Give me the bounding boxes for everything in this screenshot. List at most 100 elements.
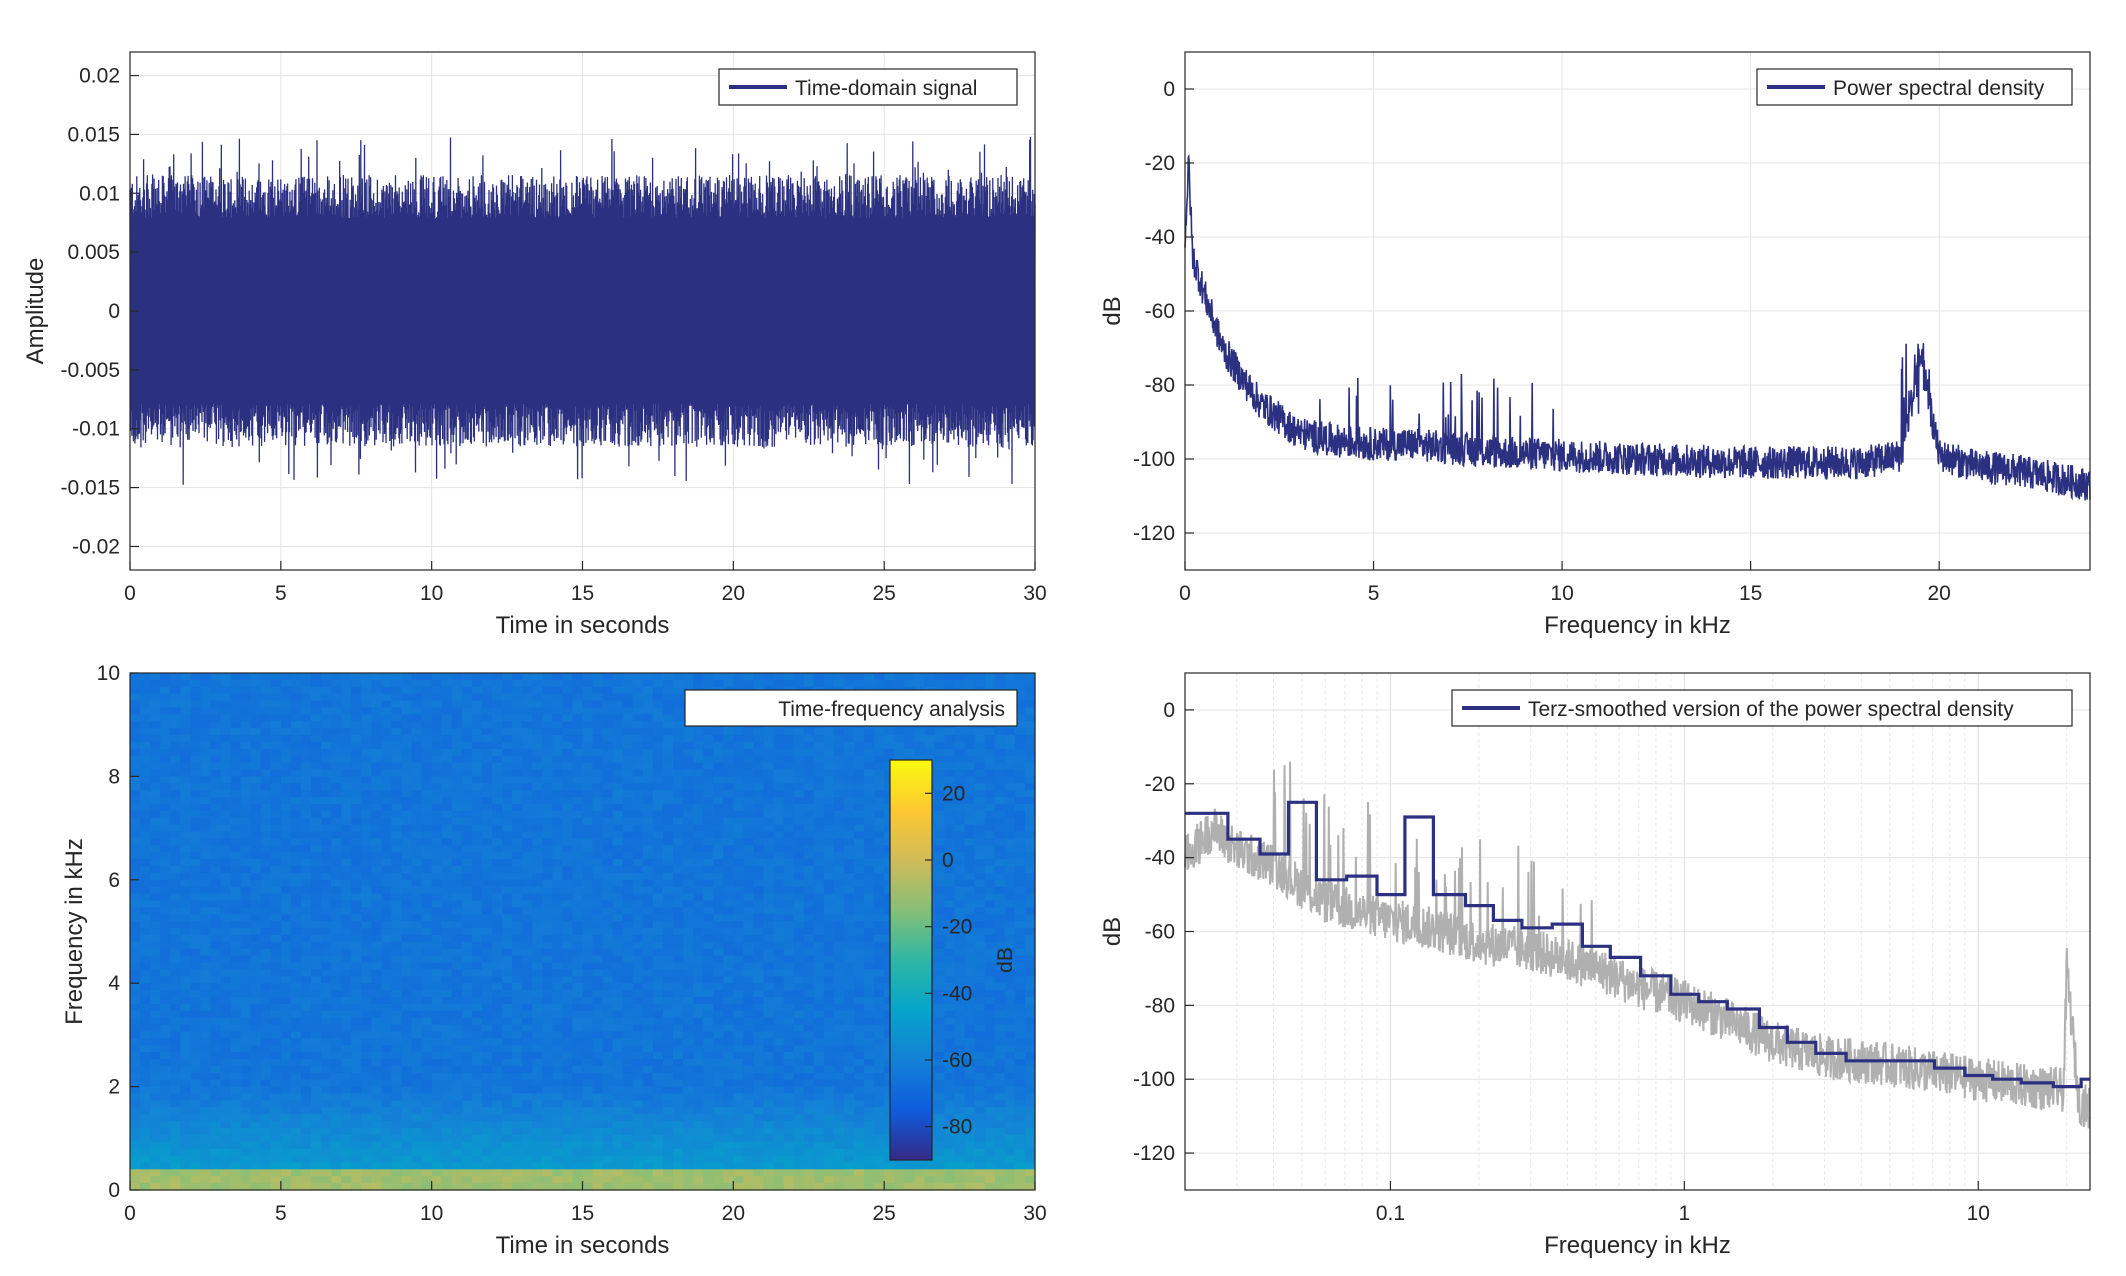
spectrogram-cell xyxy=(361,893,372,902)
spectrogram-cell xyxy=(1004,762,1016,771)
spectrogram-cell xyxy=(180,934,191,943)
spectrogram-cell xyxy=(753,983,765,991)
spectrogram-cell xyxy=(150,990,161,998)
spectrogram-cell xyxy=(160,893,171,902)
spectrogram-cell xyxy=(984,1003,996,1012)
spectrogram-cell xyxy=(220,803,232,812)
spectrogram-cell xyxy=(894,748,905,757)
spectrogram-cell xyxy=(401,983,413,991)
spectrogram-cell xyxy=(713,797,724,805)
spectrogram-cell xyxy=(492,934,503,943)
spectrogram-cell xyxy=(813,1010,825,1019)
spectrogram-cell xyxy=(481,900,493,908)
spectrogram-cell xyxy=(803,673,815,681)
spectrogram-cell xyxy=(592,1031,604,1039)
spectrogram-cell xyxy=(170,783,181,791)
x-tick-label: 30 xyxy=(1023,582,1046,605)
spectrogram-cell xyxy=(240,852,252,860)
spectrogram-cell xyxy=(512,879,523,888)
spectrogram-cell xyxy=(864,728,875,736)
spectrogram-cell xyxy=(351,996,362,1005)
spectrogram-cell xyxy=(733,893,744,902)
spectrogram-cell xyxy=(1004,769,1016,777)
spectrogram-cell xyxy=(502,735,513,743)
spectrogram-cell xyxy=(190,741,201,750)
spectrogram-cell xyxy=(854,735,865,743)
spectrogram-cell xyxy=(290,1003,302,1012)
spectrogram-cell xyxy=(240,728,252,736)
spectrogram-cell xyxy=(1014,721,1026,729)
spectrogram-cell xyxy=(471,962,483,971)
spectrogram-cell xyxy=(954,817,966,826)
spectrogram-cell xyxy=(803,886,815,895)
spectrogram-cell xyxy=(351,686,362,695)
spectrogram-cell xyxy=(592,817,604,826)
spectrogram-cell xyxy=(361,886,372,895)
spectrogram-cell xyxy=(451,969,463,977)
spectrogram-cell xyxy=(934,769,946,777)
spectrogram-cell xyxy=(260,852,272,860)
spectrogram-cell xyxy=(743,928,755,936)
spectrogram-cell xyxy=(361,797,372,805)
spectrogram-cell xyxy=(331,976,342,984)
spectrogram-cell xyxy=(240,1024,252,1033)
spectrogram-cell xyxy=(220,859,232,867)
spectrogram-cell xyxy=(954,838,966,846)
spectrogram-cell xyxy=(512,866,523,874)
spectrogram-cell xyxy=(552,907,563,915)
spectrogram-cell xyxy=(572,879,584,888)
spectrogram-cell xyxy=(230,852,242,860)
spectrogram-cell xyxy=(492,990,503,998)
spectrogram-cell xyxy=(994,893,1006,902)
spectrogram-cell xyxy=(300,721,312,729)
spectrogram-cell xyxy=(471,831,483,840)
spectrogram-cell xyxy=(864,886,875,895)
spectrogram-cell xyxy=(270,990,282,998)
spectrogram-cell xyxy=(713,893,724,902)
spectrogram-cell xyxy=(974,673,986,681)
spectrogram-cell xyxy=(703,969,714,977)
spectrogram-cell xyxy=(793,824,805,833)
spectrogram-cell xyxy=(270,679,282,688)
spectrogram-cell xyxy=(481,1031,493,1039)
spectrogram-cell xyxy=(693,962,704,971)
spectrogram-cell xyxy=(582,707,594,715)
spectrogram-cell xyxy=(512,907,523,915)
spectrogram-cell xyxy=(763,1031,775,1039)
spectrogram-cell xyxy=(602,735,614,743)
spectrogram-cell xyxy=(783,955,795,964)
spectrogram-cell xyxy=(854,790,865,798)
spectrogram-cell xyxy=(290,969,302,977)
spectrogram-cell xyxy=(461,721,473,729)
spectrogram-cell xyxy=(592,962,604,971)
spectrogram-cell xyxy=(391,934,403,943)
spectrogram-cell xyxy=(683,735,694,743)
spectrogram-cell xyxy=(703,934,714,943)
spectrogram-cell xyxy=(210,907,222,915)
spectrogram-cell xyxy=(250,886,262,895)
spectrogram-cell xyxy=(190,893,201,902)
spectrogram-cell xyxy=(843,755,855,764)
spectrogram-cell xyxy=(260,748,272,757)
spectrogram-cell xyxy=(180,886,191,895)
spectrogram-cell xyxy=(341,955,352,964)
spectrogram-cell xyxy=(683,845,694,853)
spectrogram-cell xyxy=(954,872,966,881)
spectrogram-cell xyxy=(391,783,403,791)
spectrogram-cell xyxy=(612,872,624,881)
spectrogram-cell xyxy=(441,969,453,977)
spectrogram-cell xyxy=(612,983,624,991)
spectrogram-cell xyxy=(944,797,956,805)
spectrogram-cell xyxy=(461,955,473,964)
spectrogram-cell xyxy=(833,1024,845,1033)
spectrogram-cell xyxy=(542,928,553,936)
spectrogram-cell xyxy=(260,1010,272,1019)
spectrogram-cell xyxy=(401,1045,413,1053)
spectrogram-cell xyxy=(371,810,382,819)
spectrogram-cell xyxy=(140,728,151,736)
spectrogram-cell xyxy=(823,838,835,846)
spectrogram-cell xyxy=(532,886,543,895)
spectrogram-cell xyxy=(552,1024,563,1033)
spectrogram-cell xyxy=(612,907,624,915)
spectrogram-cell xyxy=(652,1031,664,1039)
